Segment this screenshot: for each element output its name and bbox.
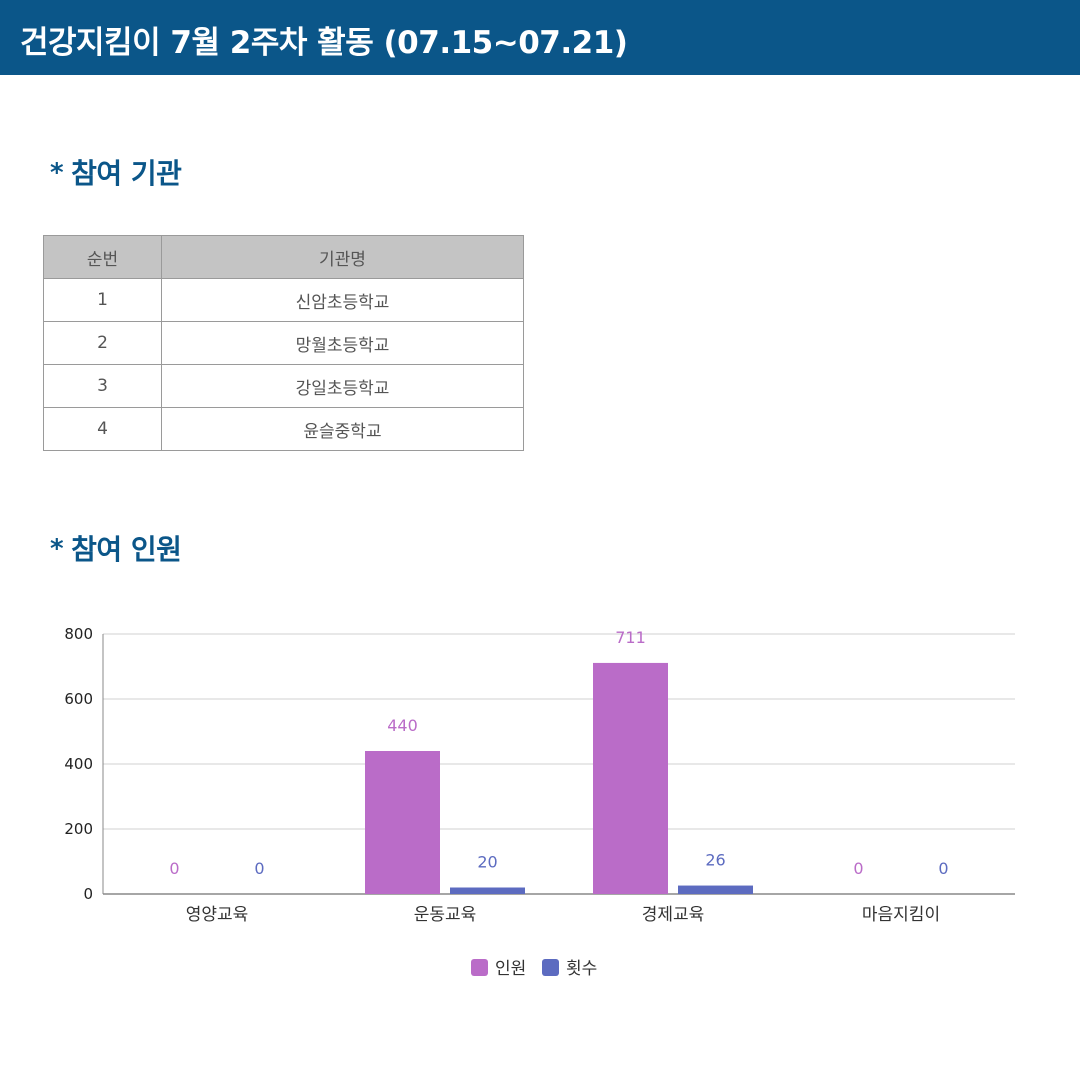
y-tick-label: 400 <box>64 755 93 773</box>
institution-name: 신암초등학교 <box>161 278 524 322</box>
table-row: 2 망월초등학교 <box>43 321 524 365</box>
column-header-institution: 기관명 <box>161 235 524 279</box>
chart-legend: 인원 횟수 <box>471 959 597 979</box>
data-label: 0 <box>169 859 179 878</box>
legend-label: 인원 <box>495 959 526 979</box>
y-tick-label: 800 <box>64 625 93 643</box>
row-number: 1 <box>43 278 162 322</box>
institution-table: 순번 기관명 1 신암초등학교 2 망월초등학교 3 강일초등학교 4 윤슬중학… <box>43 235 524 451</box>
x-category-label: 마음지킴이 <box>862 905 940 925</box>
legend-label: 횟수 <box>566 959 597 979</box>
chart-data-labels: 0 0 440 20 711 26 0 0 <box>169 628 948 878</box>
institution-name: 윤슬중학교 <box>161 407 524 451</box>
data-label: 440 <box>387 716 418 735</box>
bullet-asterisk-icon: * <box>50 534 64 564</box>
table-row: 1 신암초등학교 <box>43 278 524 322</box>
data-label: 711 <box>615 628 646 647</box>
row-number: 3 <box>43 364 162 408</box>
y-tick-label: 600 <box>64 690 93 708</box>
section-title: 참여 기관 <box>71 157 182 190</box>
bar-people <box>593 662 668 894</box>
legend-swatch <box>542 959 559 976</box>
page-title: 건강지킴이 7월 2주차 활동 (07.15~07.21) <box>20 25 628 61</box>
y-tick-label: 0 <box>83 885 93 903</box>
bar-sessions <box>678 885 753 894</box>
row-number: 2 <box>43 321 162 365</box>
x-category-label: 운동교육 <box>414 905 477 925</box>
chart-gridlines <box>102 633 1015 895</box>
chart-bars <box>365 662 753 894</box>
table-row: 3 강일초등학교 <box>43 364 524 408</box>
table-header-row: 순번 기관명 <box>43 235 524 279</box>
section-heading-participants: * 참여 인원 <box>50 528 182 568</box>
header-bar: 건강지킴이 7월 2주차 활동 (07.15~07.21) <box>0 0 1080 75</box>
row-number: 4 <box>43 407 162 451</box>
institution-name: 망월초등학교 <box>161 321 524 365</box>
bar-people <box>365 751 440 894</box>
legend-swatch <box>471 959 488 976</box>
column-header-number: 순번 <box>43 235 162 279</box>
x-category-label: 영양교육 <box>186 905 249 925</box>
y-tick-label: 200 <box>64 820 93 838</box>
participation-bar-chart: 0 200 400 600 800 0 0 440 20 711 26 0 0 영양교육 운동교육 경제교… <box>64 625 1015 979</box>
y-axis-ticks: 0 200 400 600 800 <box>64 625 93 903</box>
institution-name: 강일초등학교 <box>161 364 524 408</box>
section-title: 참여 인원 <box>71 533 182 566</box>
table-row: 4 윤슬중학교 <box>43 407 524 451</box>
data-label: 0 <box>853 859 863 878</box>
x-category-label: 경제교육 <box>642 905 705 925</box>
data-label: 20 <box>477 853 497 872</box>
data-label: 0 <box>254 859 264 878</box>
bullet-asterisk-icon: * <box>50 158 64 188</box>
data-label: 26 <box>705 851 725 870</box>
bar-sessions <box>450 887 525 894</box>
data-label: 0 <box>938 859 948 878</box>
section-heading-institutions: * 참여 기관 <box>50 152 182 192</box>
x-axis-categories: 영양교육 운동교육 경제교육 마음지킴이 <box>186 905 940 925</box>
